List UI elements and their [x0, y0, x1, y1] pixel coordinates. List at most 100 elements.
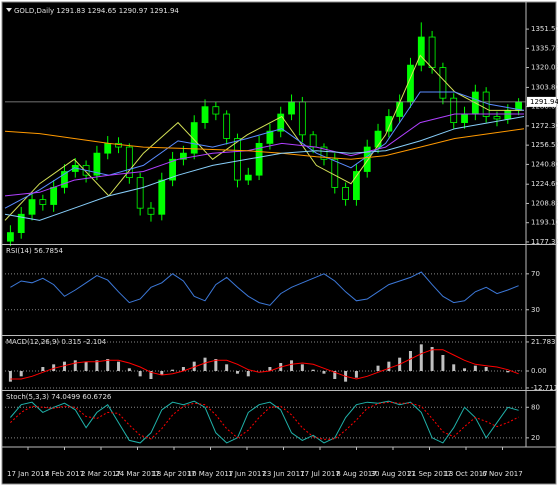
y-tick-label: 1303.80 — [531, 83, 558, 91]
candle-body — [374, 130, 382, 148]
macd-bar — [84, 361, 88, 371]
candle-body — [28, 199, 36, 215]
candle-body — [147, 207, 155, 215]
y-tick-label: 1177.35 — [531, 238, 558, 246]
candle-body — [201, 106, 209, 124]
y-tick-label: 80 — [531, 403, 540, 411]
macd-bar — [149, 371, 153, 379]
y-tick-label: 30 — [531, 306, 540, 314]
y-tick-label: 1351.50 — [531, 25, 558, 33]
macd-bar — [8, 371, 12, 382]
macd-bar — [430, 347, 434, 371]
y-tick-label: 1320.05 — [531, 64, 558, 72]
candle-body — [363, 146, 371, 172]
candle-body — [504, 109, 512, 120]
moving-average — [4, 116, 525, 221]
macd-bar — [408, 351, 412, 371]
candle-body — [298, 101, 306, 136]
panel-title: Stoch(5,3,3) 74.0499 60.6726 — [6, 393, 112, 401]
macd-bar — [117, 361, 121, 371]
x-tick-label: 2 Mar 2017 — [81, 470, 121, 478]
y-tick-label: 21.783 — [531, 338, 556, 346]
candle-body — [93, 152, 101, 176]
macd-bar — [171, 369, 175, 371]
macd-bar — [192, 361, 196, 371]
moving-average — [4, 91, 525, 209]
macd-bar — [138, 371, 142, 377]
x-tick-label: 13 Oct 2017 — [444, 470, 487, 478]
title-marker — [6, 8, 12, 12]
indicator-line — [10, 401, 519, 440]
panel-title: RSI(14) 56.7854 — [6, 247, 63, 255]
candle-body — [493, 116, 501, 120]
moving-average — [4, 113, 524, 197]
candle-body — [461, 113, 468, 124]
indicator-line — [10, 271, 519, 306]
candle-body — [277, 113, 285, 132]
macd-bar — [376, 365, 380, 371]
moving-average — [4, 128, 525, 160]
candle-body — [223, 113, 231, 139]
candle-body — [180, 152, 187, 160]
macd-bar — [354, 371, 358, 378]
macd-bar — [268, 367, 272, 371]
candle-body — [158, 179, 166, 215]
candle-body — [17, 213, 25, 234]
macd-signal — [10, 349, 519, 380]
candle-body — [190, 122, 198, 154]
candle-body — [353, 171, 360, 201]
candle-body — [61, 171, 68, 188]
x-tick-label: 6 Nov 2017 — [482, 470, 522, 478]
x-tick-label: 21 Sep 2017 — [407, 470, 451, 478]
x-tick-label: 30 Aug 2017 — [371, 470, 416, 478]
x-tick-label: 18 Apr 2017 — [152, 470, 195, 478]
candle-body — [39, 199, 47, 205]
macd-bar — [62, 361, 66, 371]
x-tick-label: 1 Jun 2017 — [228, 470, 266, 478]
macd-bar — [181, 367, 185, 371]
macd-bar — [484, 367, 488, 371]
candle-body — [244, 174, 252, 181]
last-price-label: 1291.94 — [530, 98, 558, 106]
candle-body — [288, 101, 295, 115]
x-tick-label: 17 Jan 2017 — [7, 470, 49, 478]
candle-body — [136, 177, 144, 209]
macd-bar — [214, 359, 218, 371]
candle-body — [7, 232, 14, 242]
macd-bar — [463, 368, 467, 371]
panel-title: GOLD,Daily 1291.83 1294.65 1290.97 1291.… — [14, 7, 179, 15]
candle-body — [342, 186, 349, 201]
y-tick-label: 1224.60 — [531, 180, 558, 188]
macd-bar — [452, 364, 456, 371]
y-tick-label: 70 — [531, 270, 540, 278]
macd-bar — [203, 357, 207, 371]
indicator-line — [10, 400, 519, 444]
macd-bar — [322, 371, 326, 374]
y-tick-label: 1256.55 — [531, 141, 558, 149]
candle-body — [234, 138, 241, 181]
candle-body — [50, 186, 58, 205]
macd-bar — [290, 360, 294, 371]
candle-body — [125, 146, 133, 179]
macd-bar — [506, 371, 510, 373]
macd-bar — [160, 371, 164, 375]
candle-body — [439, 67, 447, 99]
macd-bar — [73, 360, 77, 371]
macd-bar — [52, 364, 56, 371]
macd-bar — [95, 360, 99, 371]
x-tick-label: 24 Mar 2017 — [115, 470, 159, 478]
candle-body — [212, 106, 220, 115]
y-tick-label: 1272.30 — [531, 122, 558, 130]
y-tick-label: 1193.10 — [531, 219, 558, 227]
x-tick-label: 23 Jun 2017 — [262, 470, 304, 478]
macd-bar — [41, 367, 45, 371]
candle-body — [104, 142, 112, 154]
candle-body — [396, 101, 404, 117]
candle-body — [309, 134, 317, 148]
candle-body — [428, 36, 436, 69]
macd-bar — [225, 364, 229, 371]
candle-body — [385, 116, 393, 132]
y-tick-label: 0.00 — [531, 367, 547, 375]
x-tick-label: 8 Aug 2017 — [336, 470, 376, 478]
